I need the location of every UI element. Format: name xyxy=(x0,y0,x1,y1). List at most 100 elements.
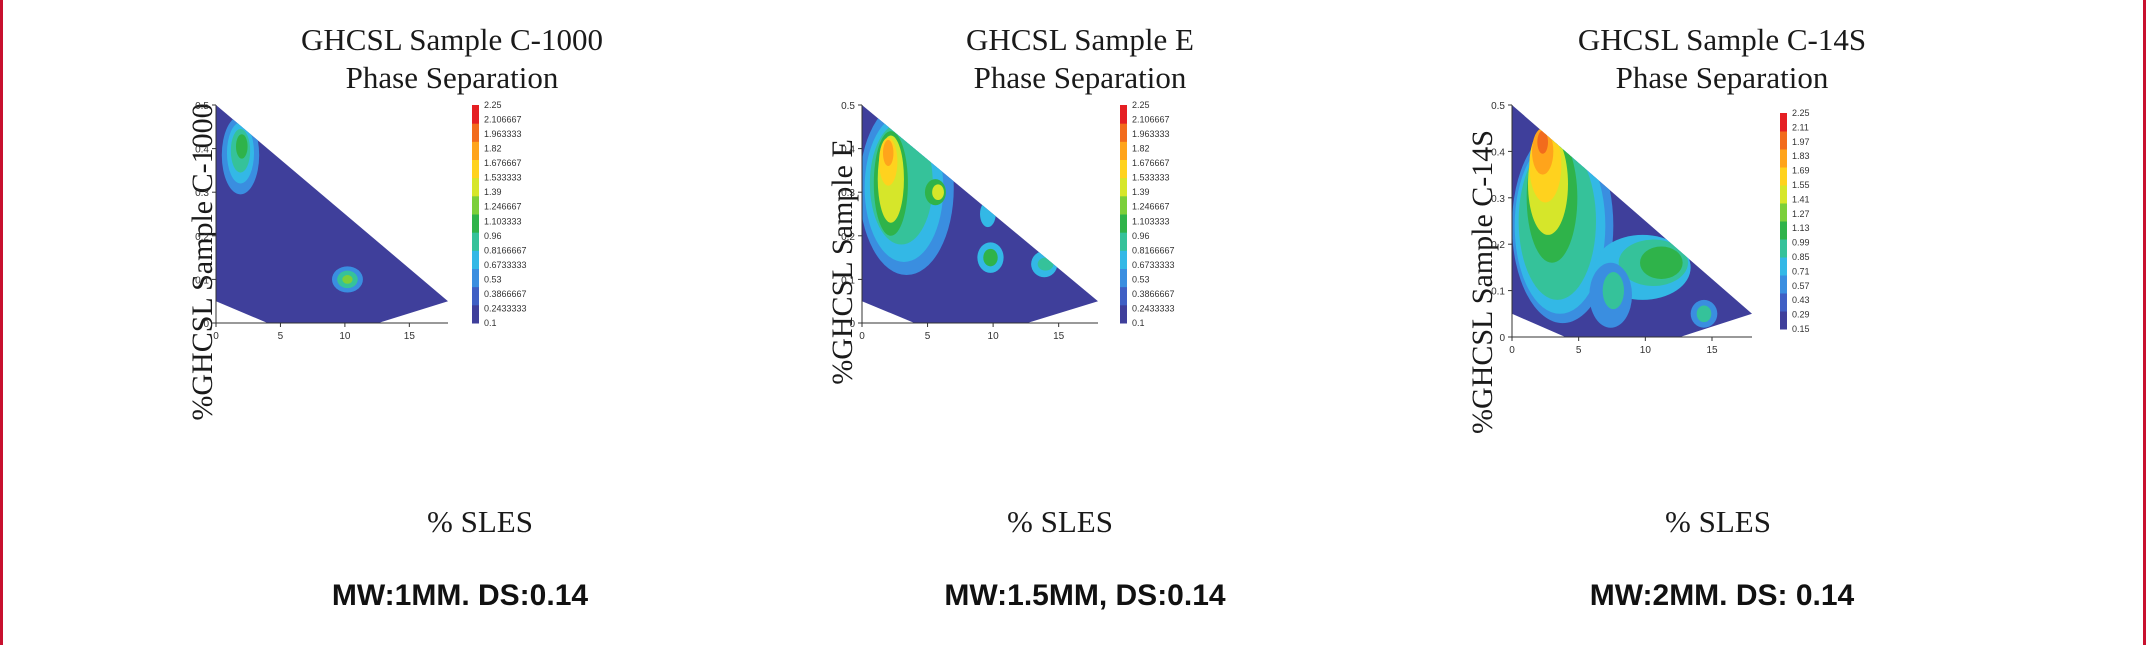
colorbar-label: 2.106667 xyxy=(1132,115,1170,125)
colorbar-label: 1.39 xyxy=(1132,187,1150,197)
chart-caption: MW:1MM. DS:0.14 xyxy=(332,579,588,612)
colorbar-segment xyxy=(1120,304,1127,324)
colorbar-label: 0.8166667 xyxy=(1132,245,1175,255)
x-tick-label: 10 xyxy=(339,331,351,342)
colorbar-label: 0.71 xyxy=(1792,266,1810,276)
chart-panel-c1000: GHCSL Sample C-1000 Phase Separation %GH… xyxy=(180,0,780,645)
colorbar-segment xyxy=(1120,159,1127,179)
chart-title-line-1: GHCSL Sample C-14S xyxy=(1578,22,1866,57)
colorbar-label: 0.2433333 xyxy=(484,303,527,313)
colorbar-label: 0.53 xyxy=(484,274,502,284)
contour-region xyxy=(1696,305,1712,323)
x-tick-label: 5 xyxy=(925,331,931,342)
colorbar-label: 1.97 xyxy=(1792,137,1810,147)
y-axis-label: %GHCSL Sample C-14S xyxy=(1466,130,1499,434)
colorbar-segment xyxy=(1120,286,1127,306)
colorbar-label: 2.25 xyxy=(1132,100,1150,110)
colorbar-segment xyxy=(1120,123,1127,142)
frame-left-border xyxy=(0,0,3,645)
y-tick-label: 0.5 xyxy=(841,101,855,112)
colorbar-segment xyxy=(472,250,479,269)
y-tick-label: 0.4 xyxy=(841,145,855,156)
colorbar-label: 1.55 xyxy=(1792,180,1810,190)
colorbar-label: 0.8166667 xyxy=(484,245,527,255)
colorbar-segment xyxy=(472,141,479,160)
x-axis-label: % SLES xyxy=(1665,504,1771,539)
chart-title-line-2: Phase Separation xyxy=(1616,60,1829,95)
y-tick-label: 0.2 xyxy=(195,232,209,243)
contour-region xyxy=(882,139,894,167)
y-tick-label: 0.4 xyxy=(195,145,209,156)
colorbar-label: 0.3866667 xyxy=(484,289,527,299)
colorbar-label: 0.3866667 xyxy=(1132,289,1175,299)
chart-c1000: GHCSL Sample C-1000 Phase Separation %GH… xyxy=(186,22,603,612)
contour-region xyxy=(980,200,996,228)
contour-region xyxy=(932,184,944,201)
x-tick-label: 5 xyxy=(278,331,284,342)
colorbar-label: 1.963333 xyxy=(484,129,522,139)
chart-title-line-1: GHCSL Sample E xyxy=(966,22,1194,57)
colorbar-segment xyxy=(472,195,479,215)
colorbar-segment xyxy=(1780,131,1787,150)
contour-region xyxy=(1537,130,1548,154)
colorbar-segment xyxy=(472,123,479,142)
colorbar-label: 1.963333 xyxy=(1132,129,1170,139)
contour-region xyxy=(342,275,353,284)
colorbar-segment xyxy=(472,105,479,124)
colorbar-segment xyxy=(472,214,479,233)
colorbar-label: 0.6733333 xyxy=(1132,260,1175,270)
y-tick-label: 0 xyxy=(1499,333,1505,344)
y-tick-label: 0.3 xyxy=(195,188,209,199)
colorbar-segment xyxy=(472,232,479,251)
x-axis-label: % SLES xyxy=(1007,504,1113,539)
colorbar-label: 1.82 xyxy=(484,144,502,154)
colorbar-label: 0.15 xyxy=(1792,324,1810,334)
colorbar-segment xyxy=(1780,293,1787,312)
colorbar-label: 0.6733333 xyxy=(484,260,527,270)
colorbar-segment xyxy=(1120,232,1127,251)
y-tick-label: 0.5 xyxy=(1491,101,1505,112)
colorbar-label: 0.29 xyxy=(1792,310,1810,320)
colorbar-segment xyxy=(1780,167,1787,186)
chart-title-line-2: Phase Separation xyxy=(346,60,559,95)
x-tick-label: 5 xyxy=(1576,345,1582,356)
x-tick-label: 0 xyxy=(213,331,219,342)
colorbar-label: 1.103333 xyxy=(484,216,522,226)
colorbar-label: 1.69 xyxy=(1792,166,1810,176)
colorbar-segment xyxy=(1120,195,1127,215)
y-tick-label: 0.3 xyxy=(1491,194,1505,205)
colorbar-label: 1.246667 xyxy=(484,202,522,212)
colorbar-segment xyxy=(1120,214,1127,233)
y-tick-label: 0 xyxy=(203,319,209,330)
x-axis-label: % SLES xyxy=(427,504,533,539)
colorbar-segment xyxy=(1780,311,1787,330)
colorbar-segment xyxy=(1120,268,1127,288)
colorbar-label: 1.83 xyxy=(1792,151,1810,161)
colorbar-segment xyxy=(1780,203,1787,222)
colorbar-segment xyxy=(1780,239,1787,258)
colorbar-label: 0.57 xyxy=(1792,281,1810,291)
x-tick-label: 10 xyxy=(1640,345,1652,356)
x-tick-label: 15 xyxy=(1053,331,1065,342)
chart-e: GHCSL Sample E Phase Separation %GHCSL S… xyxy=(826,22,1226,612)
chart-c14s: GHCSL Sample C-14S Phase Separation %GHC… xyxy=(1466,22,1866,612)
y-tick-label: 0.2 xyxy=(1491,240,1505,251)
y-tick-label: 0 xyxy=(849,319,855,330)
colorbar-label: 1.13 xyxy=(1792,223,1810,233)
y-tick-label: 0.3 xyxy=(841,188,855,199)
contour-region xyxy=(235,134,248,159)
colorbar-label: 1.533333 xyxy=(484,173,522,183)
contour-surface xyxy=(1512,105,1752,337)
colorbar-label: 1.246667 xyxy=(1132,202,1170,212)
contour-region xyxy=(983,248,998,267)
colorbar-segment xyxy=(1780,185,1787,204)
colorbar-label: 1.41 xyxy=(1792,194,1810,204)
y-tick-label: 0.1 xyxy=(1491,287,1505,298)
colorbar-segment xyxy=(472,159,479,179)
colorbar-label: 0.2433333 xyxy=(1132,303,1175,313)
colorbar-label: 2.25 xyxy=(484,100,502,110)
colorbar-label: 0.96 xyxy=(1132,231,1150,241)
colorbar-segment xyxy=(1780,113,1787,132)
colorbar-segment xyxy=(1780,275,1787,294)
colorbar-label: 1.39 xyxy=(484,187,502,197)
